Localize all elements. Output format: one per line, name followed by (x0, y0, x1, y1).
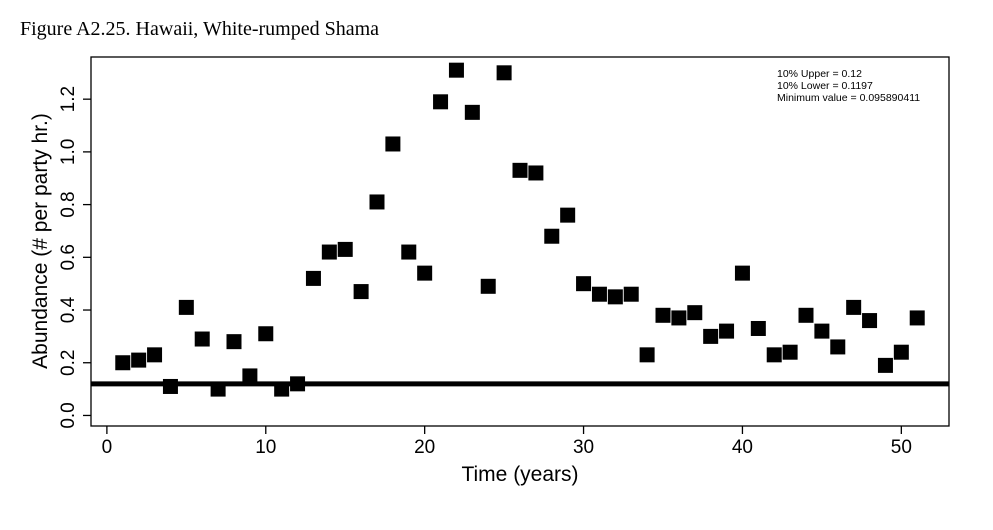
data-point (464, 104, 480, 120)
data-point (719, 323, 735, 339)
data-point (814, 323, 830, 339)
plot-frame (90, 56, 950, 427)
data-point (131, 352, 147, 368)
data-point (242, 368, 258, 384)
data-point (671, 310, 687, 326)
data-point (703, 328, 719, 344)
data-point (766, 347, 782, 363)
data-point (909, 310, 925, 326)
y-tick-label: 1.2 (58, 86, 79, 112)
data-point (496, 65, 512, 81)
data-point (480, 278, 496, 294)
x-tick-label: 30 (573, 437, 594, 458)
y-axis-title: Abundance (# per party hr.) (29, 113, 52, 369)
data-points (115, 62, 925, 397)
y-tick-label: 0.2 (58, 350, 79, 376)
data-point (401, 244, 417, 260)
figure-title: Figure A2.25. Hawaii, White-rumped Shama (20, 18, 380, 40)
y-tick-label: 0.4 (58, 296, 79, 323)
data-point (321, 244, 337, 260)
data-point (258, 326, 274, 342)
data-point (369, 194, 385, 210)
data-point (846, 299, 862, 315)
data-point (305, 270, 321, 286)
data-point (607, 289, 623, 305)
data-point (274, 381, 290, 397)
legend-entry: 10% Upper = 0.12 (777, 68, 862, 80)
data-point (290, 376, 306, 392)
data-point (210, 381, 226, 397)
y-tick-label: 0.0 (58, 402, 79, 428)
y-tick-label: 1.0 (58, 139, 79, 165)
data-point (750, 320, 766, 336)
data-point (194, 331, 210, 347)
data-point (162, 378, 178, 394)
data-point (528, 165, 544, 181)
legend-entry: 10% Lower = 0.1197 (777, 80, 873, 92)
x-tick-label: 40 (732, 437, 753, 458)
data-point (512, 162, 528, 178)
data-point (830, 339, 846, 355)
x-tick-label: 10 (255, 437, 276, 458)
data-point (353, 284, 369, 300)
x-axis-title: Time (years) (461, 463, 578, 486)
data-point (877, 357, 893, 373)
data-point (226, 334, 242, 350)
data-point (591, 286, 607, 302)
x-tick-label: 0 (102, 437, 113, 458)
data-point (560, 207, 576, 223)
y-tick-label: 0.8 (58, 191, 79, 217)
data-point (433, 94, 449, 110)
x-tick-label: 20 (414, 437, 435, 458)
data-point (893, 344, 909, 360)
data-point (147, 347, 163, 363)
y-tick-label: 0.6 (58, 244, 79, 270)
x-tick-label: 50 (891, 437, 912, 458)
data-point (655, 307, 671, 323)
data-point (862, 313, 878, 329)
data-point (417, 265, 433, 281)
y-axis: 0.0 0.2 0.4 0.6 0.8 1.0 1.2 (58, 86, 91, 429)
data-point (576, 276, 592, 292)
data-point (544, 228, 560, 244)
data-point (385, 136, 401, 152)
x-axis: 0 10 20 30 40 50 (102, 426, 912, 458)
data-point (115, 355, 131, 371)
data-point (639, 347, 655, 363)
data-point (337, 241, 353, 257)
data-point (798, 307, 814, 323)
data-point (687, 305, 703, 321)
data-point (734, 265, 750, 281)
data-point (782, 344, 798, 360)
data-point (623, 286, 639, 302)
data-point (448, 62, 464, 78)
legend-entry: Minimum value = 0.095890411 (777, 92, 920, 104)
data-point (178, 299, 194, 315)
